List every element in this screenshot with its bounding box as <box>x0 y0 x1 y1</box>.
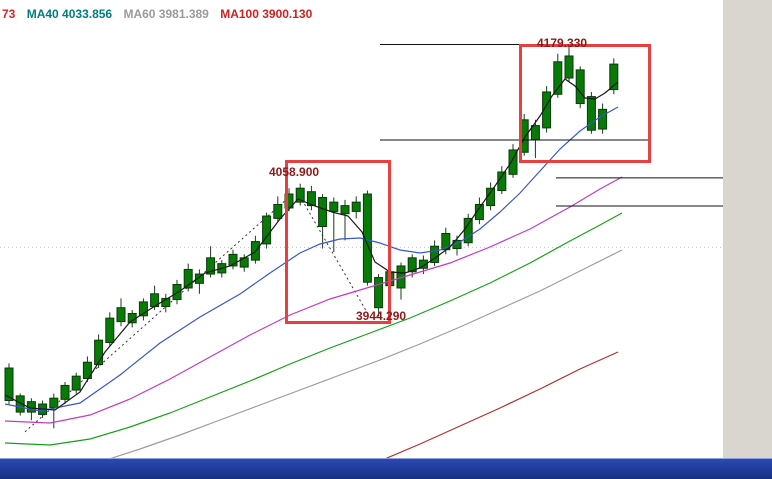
candlestick-chart <box>0 44 724 458</box>
candles-layer <box>4 44 619 429</box>
ma-line-ma40 <box>4 212 623 446</box>
indicator-bar: 73 MA40 4033.856 MA60 3981.389 MA100 390… <box>2 7 320 21</box>
highlight-box-2 <box>519 44 651 163</box>
price-label-peak1: 4058.900 <box>269 165 320 179</box>
right-panel <box>723 0 772 458</box>
highlight-box-1 <box>285 160 391 324</box>
trendlines-layer <box>24 195 368 433</box>
chart-area[interactable] <box>0 0 772 458</box>
indicator-ma60-value: MA60 3981.389 <box>123 7 209 21</box>
indicator-ma20-value: 73 <box>2 7 16 21</box>
ma-line-ma20 <box>4 176 623 424</box>
price-label-high: 4179.330 <box>537 36 588 50</box>
indicator-ma100-value: MA100 3900.130 <box>220 7 313 21</box>
ma-line-ma5 <box>4 78 619 411</box>
ma-lines-layer <box>4 78 623 458</box>
price-label-low: 3944.290 <box>356 309 407 323</box>
ma-line-ma10 <box>4 106 619 412</box>
taskbar[interactable] <box>0 458 772 479</box>
indicator-ma40-value: MA40 4033.856 <box>26 7 113 21</box>
ma-line-ma100 <box>385 351 619 458</box>
ma-line-ma60 <box>110 249 623 458</box>
